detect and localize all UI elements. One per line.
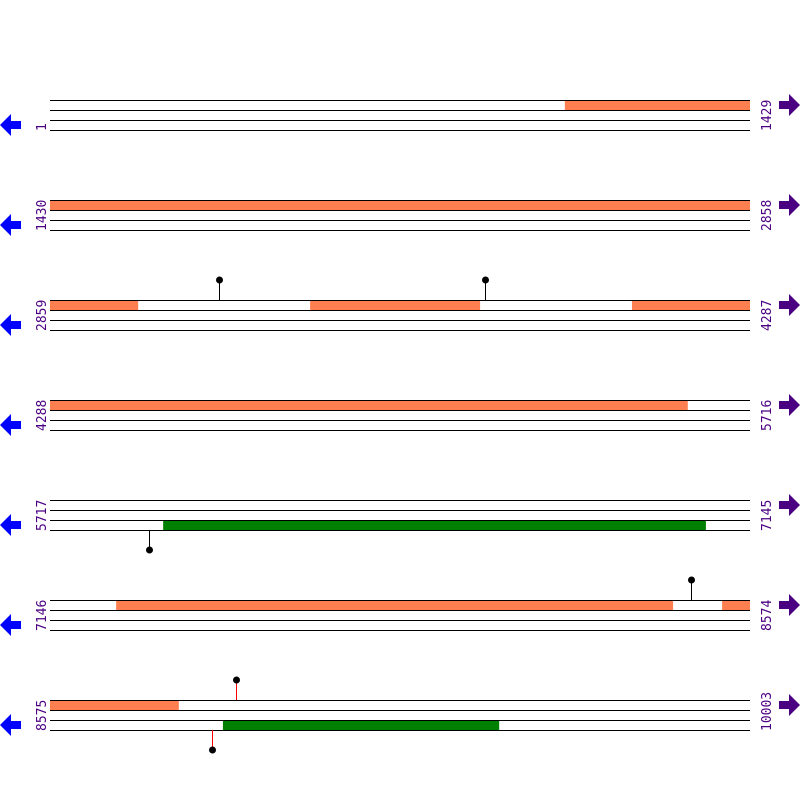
row-end-label: 4287 xyxy=(760,300,775,331)
arrow-left-icon[interactable] xyxy=(0,614,21,636)
arrow-left-icon[interactable] xyxy=(0,714,21,736)
arrow-right-icon[interactable] xyxy=(779,294,800,316)
orange-feature[interactable] xyxy=(50,200,750,210)
orange-feature[interactable] xyxy=(116,600,674,610)
arrow-right-icon[interactable] xyxy=(779,494,800,516)
green-feature[interactable] xyxy=(163,520,706,530)
sequence-row: 8575 10003 xyxy=(0,676,800,754)
row-start-label: 8575 xyxy=(35,700,50,731)
row-start-label: 1430 xyxy=(35,200,50,231)
arrow-right-icon[interactable] xyxy=(779,394,800,416)
marker-dot[interactable] xyxy=(209,746,216,754)
arrow-left-icon[interactable] xyxy=(0,414,21,436)
row-start-label: 4288 xyxy=(35,400,50,431)
row-end-label: 5716 xyxy=(760,400,775,431)
orange-feature[interactable] xyxy=(631,300,750,310)
arrow-left-icon[interactable] xyxy=(0,114,21,136)
sequence-row: 1 1429 xyxy=(0,94,800,136)
arrow-left-icon[interactable] xyxy=(0,514,21,536)
orange-feature[interactable] xyxy=(50,400,688,410)
row-end-label: 8574 xyxy=(760,600,775,631)
orange-feature[interactable] xyxy=(310,300,481,310)
row-end-label: 2858 xyxy=(760,200,775,231)
row-end-label: 7145 xyxy=(760,500,775,531)
marker-dot[interactable] xyxy=(688,576,695,584)
row-start-label: 5717 xyxy=(35,500,50,531)
orange-feature[interactable] xyxy=(564,100,750,110)
row-end-label: 10003 xyxy=(760,692,775,731)
sequence-row: 7146 8574 xyxy=(0,576,800,636)
row-start-label: 1 xyxy=(35,123,50,131)
marker-dot[interactable] xyxy=(482,276,489,284)
arrow-right-icon[interactable] xyxy=(779,594,800,616)
sequence-row: 2859 4287 xyxy=(0,276,800,336)
arrow-right-icon[interactable] xyxy=(779,694,800,716)
arrow-left-icon[interactable] xyxy=(0,214,21,236)
orange-feature[interactable] xyxy=(50,300,139,310)
sequence-row: 1430 2858 xyxy=(0,194,800,236)
orange-feature[interactable] xyxy=(722,600,750,610)
orange-feature[interactable] xyxy=(50,700,179,710)
green-feature[interactable] xyxy=(222,720,500,730)
marker-dot[interactable] xyxy=(233,676,240,684)
row-start-label: 2859 xyxy=(35,300,50,331)
row-end-label: 1429 xyxy=(760,100,775,131)
arrow-right-icon[interactable] xyxy=(779,94,800,116)
arrow-right-icon[interactable] xyxy=(779,194,800,216)
sequence-row: 5717 7145 xyxy=(0,494,800,554)
marker-dot[interactable] xyxy=(146,546,153,554)
arrow-left-icon[interactable] xyxy=(0,314,21,336)
marker-dot[interactable] xyxy=(216,276,223,284)
sequence-row: 4288 5716 xyxy=(0,394,800,436)
row-start-label: 7146 xyxy=(35,600,50,631)
